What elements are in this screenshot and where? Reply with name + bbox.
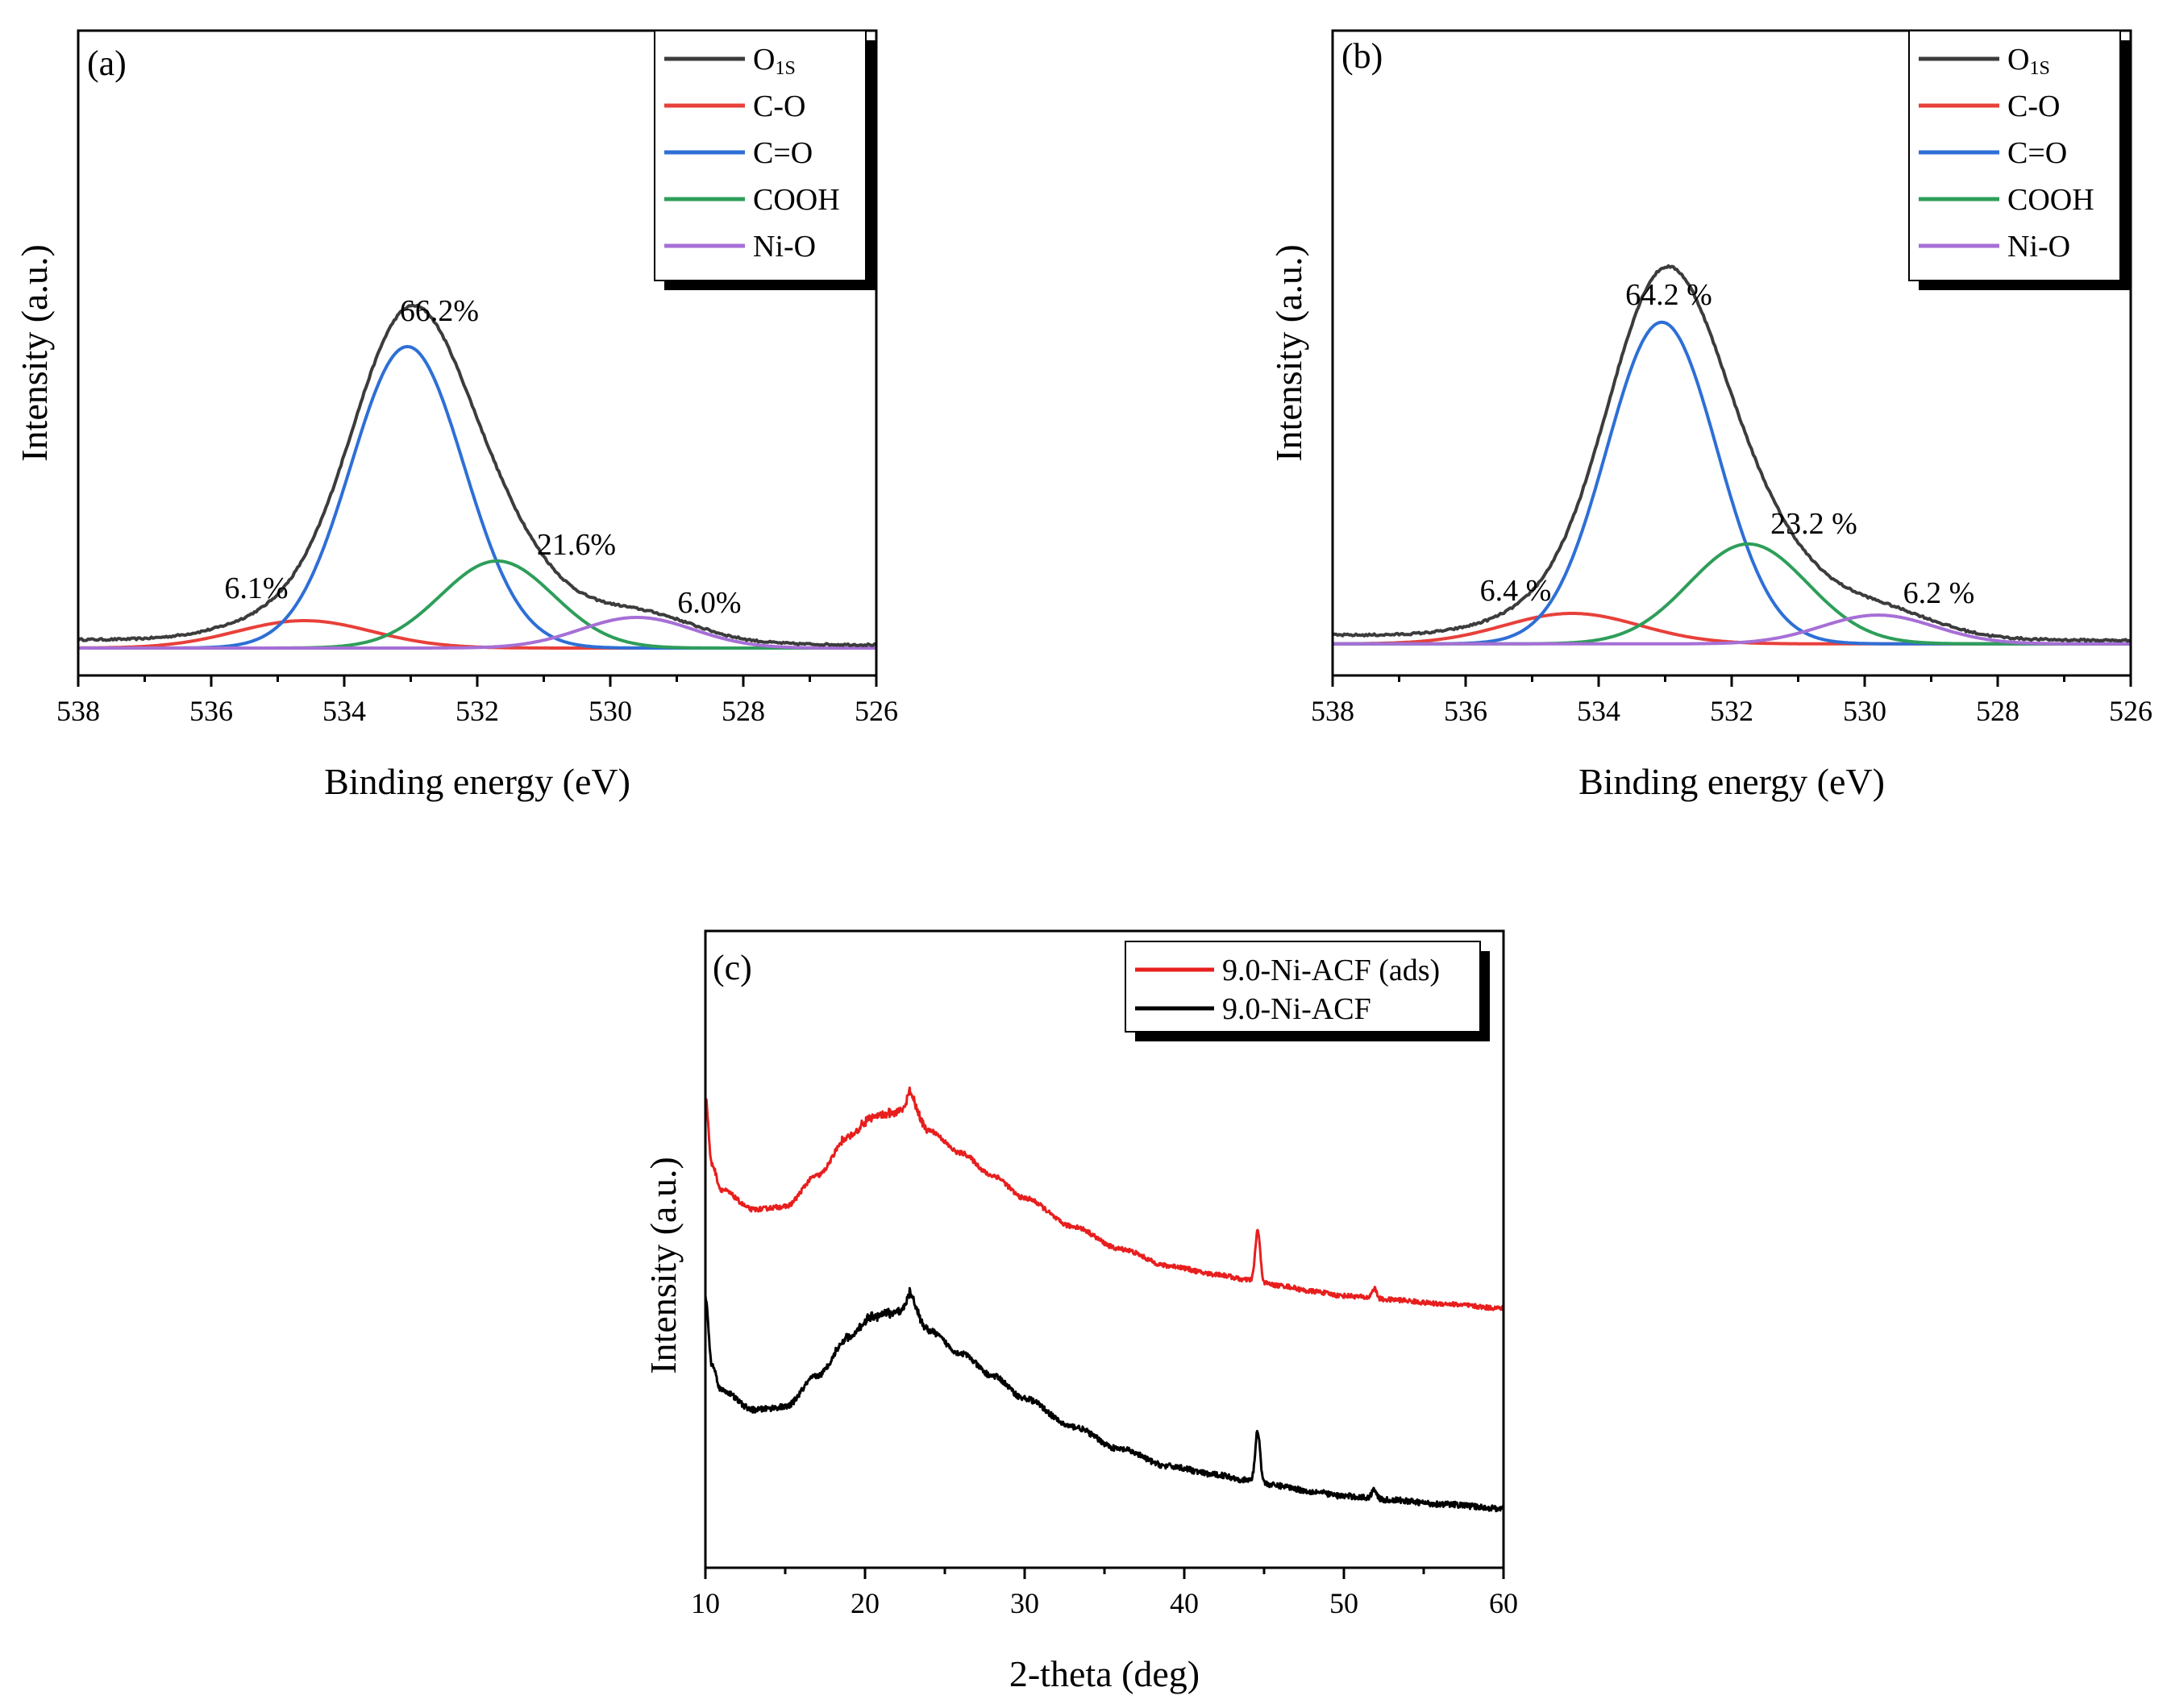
panel-a-legend-label-o1s: O1S [753,43,796,79]
panel-a-y-axis-title: Intensity (a.u.) [14,244,55,462]
panel-b-x-tick-label: 530 [1843,695,1886,727]
panel-a-legend: O1S C-O C=O COOH Ni-O [654,30,876,290]
panel-c-legend-entry-fresh: 9.0-Ni-ACF [1135,992,1371,1026]
panel-b-legend-entry-ni-o: Ni-O [1919,230,2070,264]
panel-b-curve-c-double-o [1333,320,2131,646]
panel-b-y-axis-title: Intensity (a.u.) [1268,244,1309,462]
panel-a-legend-entry-c-double-o: C=O [664,136,813,170]
panel-a-x-tick-label: 528 [722,695,765,727]
panel-a-curve-o1s [77,303,878,647]
panel-a-legend-label-cooh: COOH [753,183,840,217]
panel-b-legend-entry-o1s: O1S [1919,43,2050,79]
panel-c-label: (c) [713,948,752,987]
panel-b-x-tick-label: 538 [1311,695,1354,727]
panel-b-x-ticks: 538 536 534 532 530 528 526 [1311,675,2152,727]
panel-c-legend-entry-ads: 9.0-Ni-ACF (ads) [1135,954,1440,987]
panel-a-label: (a) [87,44,127,83]
panel-b-legend-box [1908,30,2121,281]
panel-b-legend-label-cooh: COOH [2007,183,2094,217]
panel-a-curve-cooh [78,559,876,650]
panel-c-series-ads [704,1086,1505,1311]
panel-c-x-tick-label: 50 [1329,1587,1358,1619]
panel-b-label: (b) [1341,36,1383,76]
panel-b-x-tick-label: 534 [1577,695,1620,727]
panel-b-curve-o1s [1332,264,2132,643]
panel-b-legend-label-c-o: C-O [2007,89,2060,123]
panel-a-legend-label-c-double-o: C=O [753,136,813,170]
panel-c-x-tick-label: 10 [691,1587,720,1619]
panel-b-x-axis-title: Binding energy (eV) [1578,761,1885,802]
panel-c: 10 20 30 40 50 60 (c) 2-theta (deg) Intensity… [643,929,1518,1694]
panel-a-legend-label-c-o: C-O [753,89,805,123]
panel-a-legend-entry-ni-o: Ni-O [664,230,816,264]
panel-c-x-tick-label: 60 [1489,1587,1518,1619]
panel-a-legend-box [654,30,867,281]
panel-b-legend-label-o1s: O1S [2007,43,2050,79]
panel-a-curves [77,303,878,650]
panel-c-x-tick-label: 30 [1010,1587,1039,1619]
panel-a-legend-entry-cooh: COOH [664,183,840,217]
panel-c-legend-box [1125,941,1481,1033]
panel-b-curves [1332,264,2132,646]
panel-a-annotation-ni-o: 6.0% [677,586,741,620]
panel-a-curve-c-double-o [78,345,876,650]
panel-b-x-tick-label: 528 [1976,695,2019,727]
panel-c-legend: 9.0-Ni-ACF (ads) 9.0-Ni-ACF [1125,941,1490,1041]
panel-b-legend: O1S C-O C=O COOH Ni-O [1908,30,2130,290]
panel-a: 538 536 534 532 530 528 526 (a) Binding energy… [14,29,898,802]
panel-a-x-ticks: 538 536 534 532 530 528 526 [56,675,898,727]
panel-a-x-tick-label: 534 [322,695,366,727]
panel-a-x-tick-label: 536 [189,695,233,727]
panel-a-x-tick-label: 538 [56,695,100,727]
panel-a-x-tick-label: 532 [455,695,499,727]
panel-a-legend-label-ni-o: Ni-O [753,230,816,264]
panel-b-annotation-ni-o: 6.2 % [1903,576,1975,610]
panel-c-x-ticks: 10 20 30 40 50 60 [691,1568,1518,1619]
panel-b-annotation-c-double-o: 64.2 % [1625,278,1712,312]
panel-c-legend-label-ads: 9.0-Ni-ACF (ads) [1222,954,1440,987]
panel-c-y-axis-title: Intensity (a.u.) [643,1157,684,1374]
panel-a-annotation-c-o: 6.1% [224,571,288,605]
panel-a-annotation-c-double-o: 66.2% [400,294,479,328]
panel-a-x-axis-title: Binding energy (eV) [324,761,630,802]
panel-b-legend-entry-cooh: COOH [1919,183,2094,217]
panel-b-annotation-cooh: 23.2 % [1770,507,1857,541]
panel-a-legend-entry-c-o: C-O [664,89,805,123]
panel-b: 538 536 534 532 530 528 526 (b) Binding energy… [1268,29,2152,802]
panel-b-annotation-c-o: 6.4 % [1480,574,1552,608]
panel-c-curves [704,1086,1505,1513]
panel-c-x-tick-label: 40 [1170,1587,1199,1619]
panel-b-legend-entry-c-double-o: C=O [1919,136,2067,170]
panel-b-x-tick-label: 536 [1444,695,1487,727]
panel-b-curve-ni-o [1333,613,2131,646]
panel-b-legend-label-ni-o: Ni-O [2007,230,2070,264]
panel-b-legend-entry-c-o: C-O [1919,89,2060,123]
panel-a-annotation-cooh: 21.6% [537,528,616,562]
panel-a-curve-ni-o [78,616,876,650]
panel-c-x-tick-label: 20 [851,1587,880,1619]
panel-c-series-fresh [704,1286,1505,1513]
panel-c-x-axis-title: 2-theta (deg) [1009,1653,1200,1694]
panel-a-x-tick-label: 526 [855,695,898,727]
panel-a-legend-entry-o1s: O1S [664,43,796,79]
panel-b-legend-label-c-double-o: C=O [2007,136,2067,170]
panel-c-legend-label-fresh: 9.0-Ni-ACF [1222,992,1371,1026]
panel-a-x-tick-label: 530 [589,695,632,727]
panel-b-x-tick-label: 532 [1710,695,1753,727]
panel-b-x-tick-label: 526 [2109,695,2152,727]
